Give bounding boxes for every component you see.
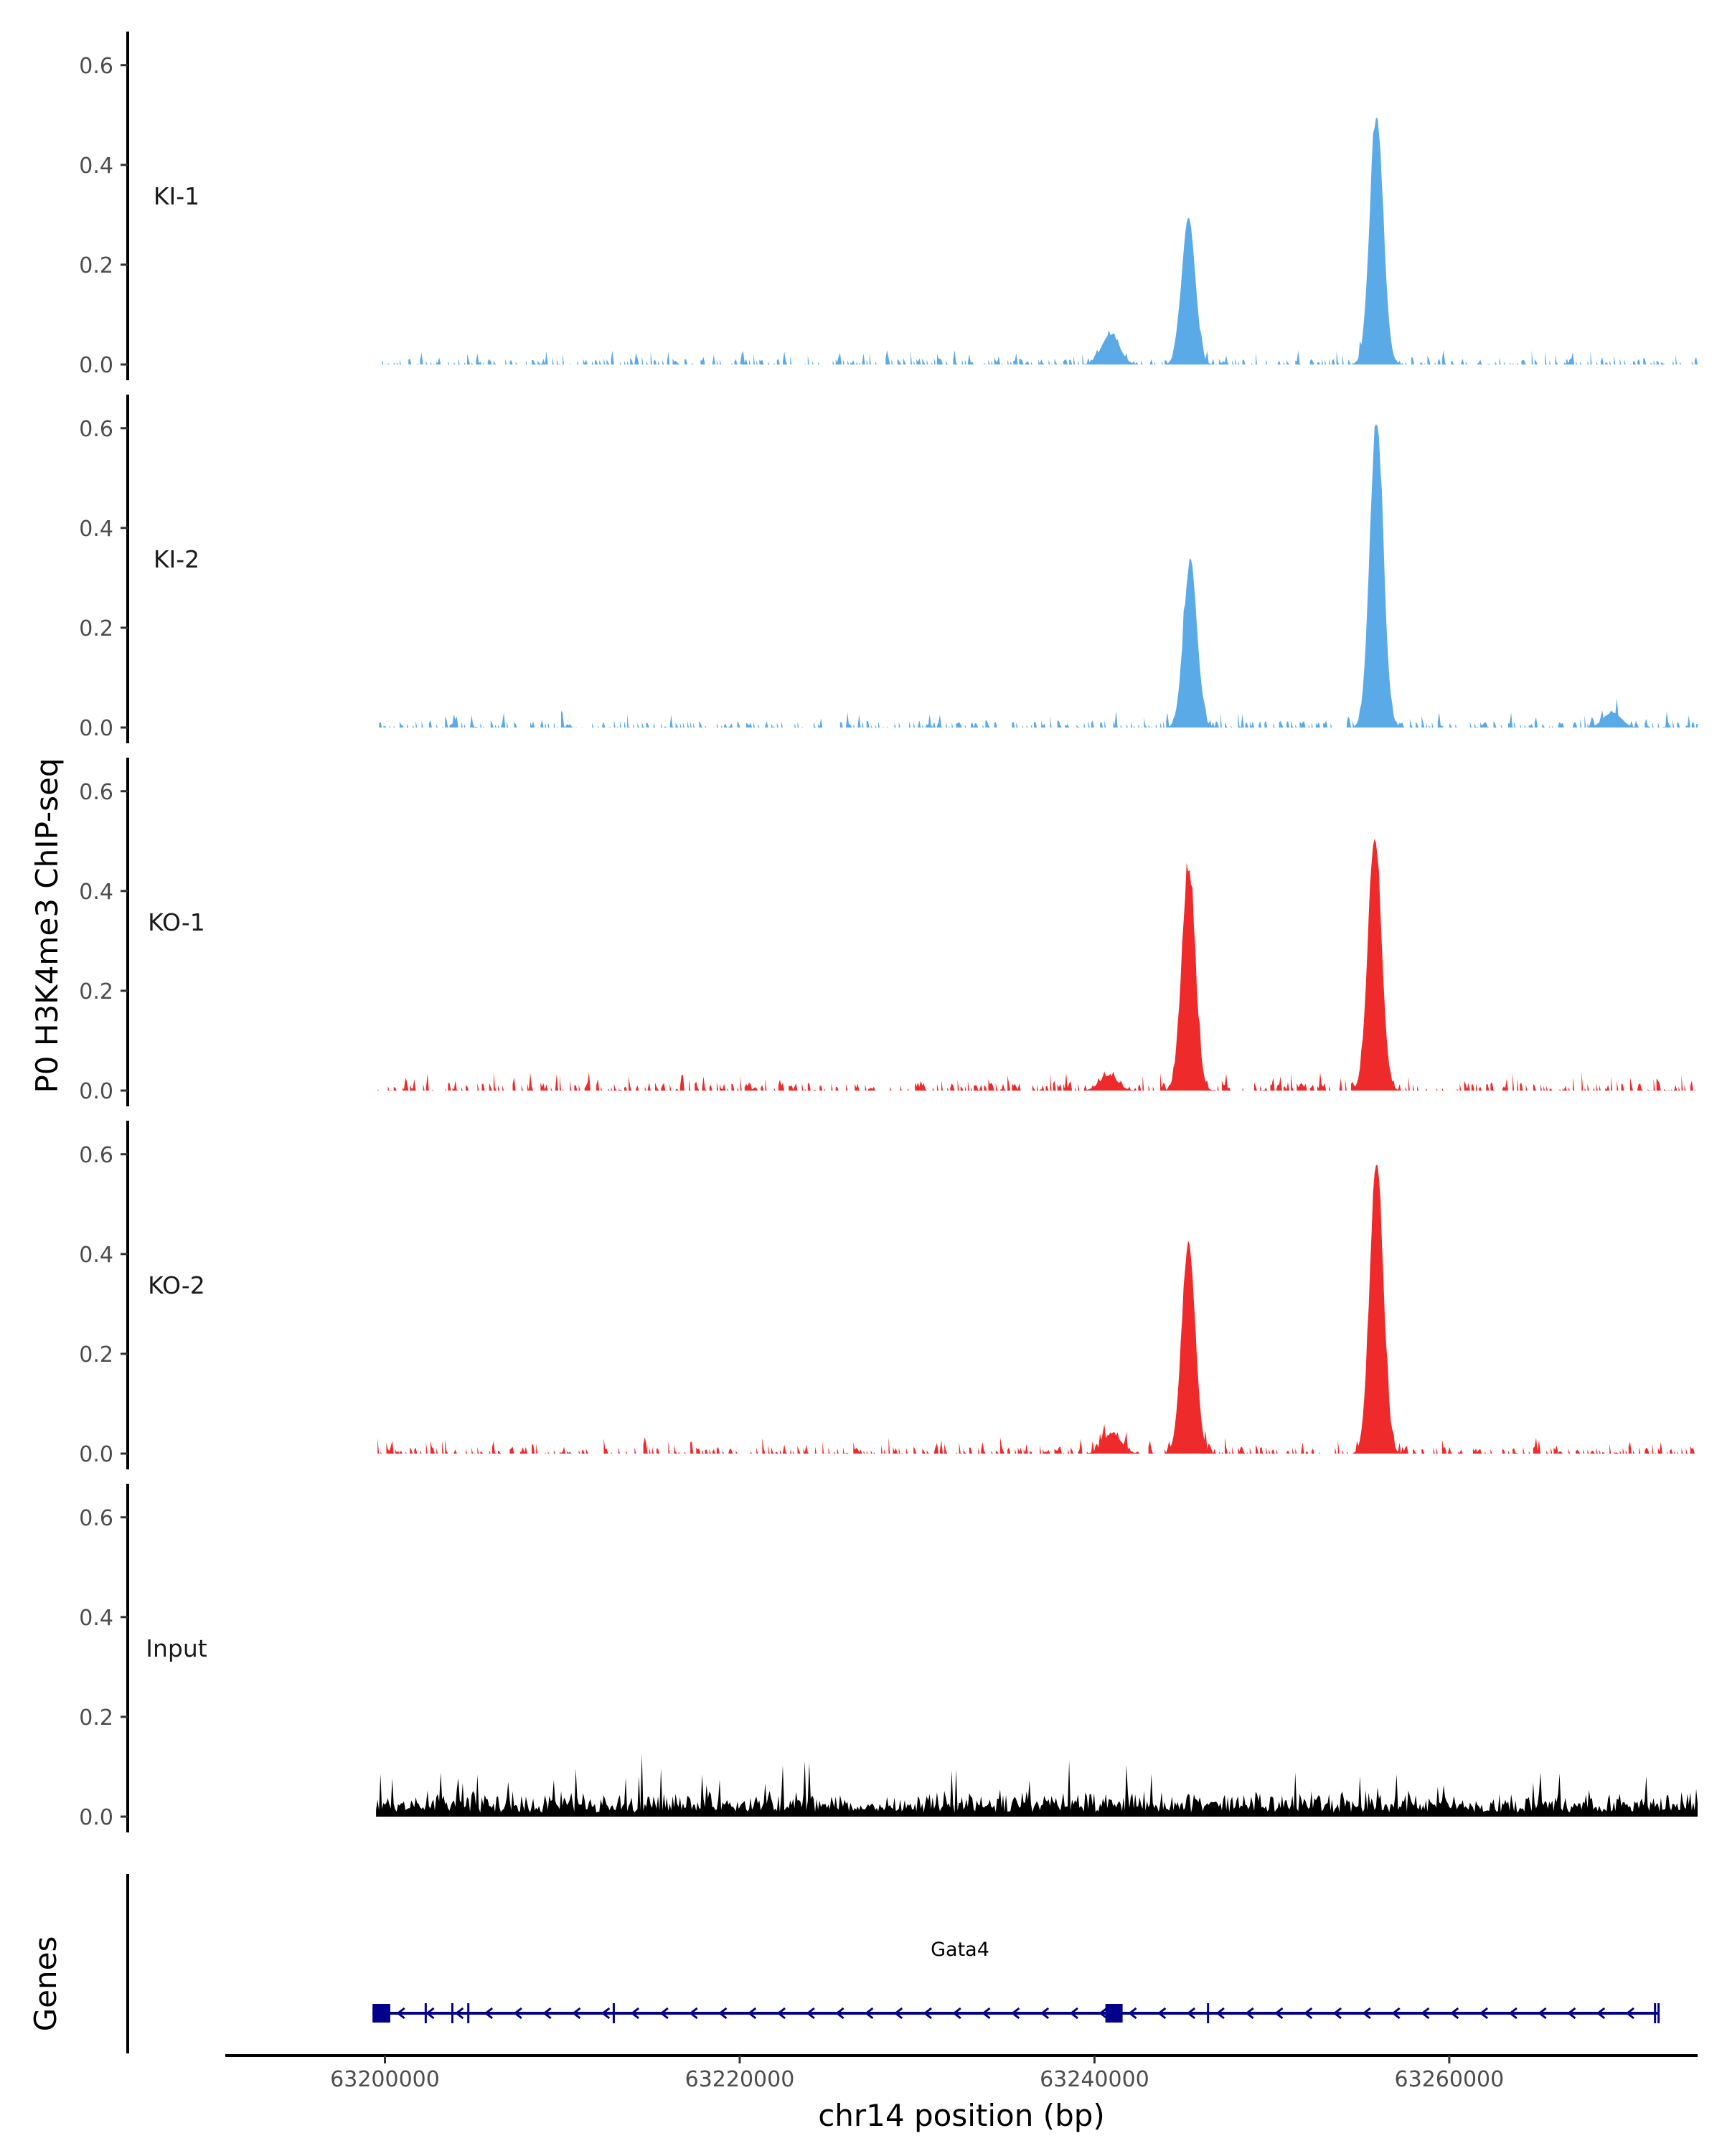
strand-arrow bbox=[454, 2007, 464, 2020]
strand-arrow bbox=[659, 2007, 669, 2020]
y-tick-label: 0.0 bbox=[79, 1805, 113, 1830]
x-axis-title: chr14 position (bp) bbox=[818, 2098, 1105, 2133]
track-panel-input: 0.0 0.2 0.4 0.6 Input bbox=[79, 1484, 1698, 1832]
strand-arrow bbox=[776, 2007, 786, 2020]
genes-panel-title: Genes bbox=[28, 1936, 63, 2032]
strand-arrow bbox=[542, 2007, 552, 2020]
strand-arrow bbox=[718, 2007, 728, 2020]
track-label: Input bbox=[146, 1634, 207, 1662]
signal-area-ki-2 bbox=[379, 424, 1698, 728]
y-tick-label: 0.4 bbox=[79, 880, 113, 905]
y-tick-label: 0.4 bbox=[79, 1606, 113, 1631]
x-tick-label: 63260000 bbox=[1395, 2067, 1505, 2092]
strand-arrow bbox=[1010, 2007, 1020, 2020]
strand-arrow bbox=[806, 2007, 815, 2020]
x-tick-label: 63200000 bbox=[330, 2067, 440, 2092]
strand-arrow bbox=[1128, 2007, 1137, 2020]
strand-arrow bbox=[630, 2007, 640, 2020]
y-tick-label: 0.2 bbox=[79, 1705, 113, 1731]
strand-arrow bbox=[1186, 2007, 1196, 2020]
strand-arrow bbox=[1479, 2007, 1489, 2020]
strand-arrow bbox=[1303, 2007, 1313, 2020]
y-tick-label: 0.2 bbox=[79, 979, 113, 1004]
track-panel-ki-1: 0.0 0.2 0.4 0.6 KI-1 bbox=[79, 32, 1698, 380]
strand-arrow bbox=[835, 2007, 844, 2020]
strand-arrow bbox=[572, 2007, 581, 2020]
y-tick-label: 0.0 bbox=[79, 1442, 113, 1467]
strand-arrow bbox=[1157, 2007, 1167, 2020]
y-axis-title: P0 H3K4me3 ChIP-seq bbox=[29, 758, 65, 1093]
track-panel-ko-2: 0.0 0.2 0.4 0.6 KO-2 bbox=[79, 1121, 1695, 1469]
y-tick-label: 0.0 bbox=[79, 1079, 113, 1104]
strand-arrow bbox=[1567, 2007, 1576, 2020]
y-tick-label: 0.6 bbox=[79, 1506, 113, 1531]
signal-area-ko-1 bbox=[377, 839, 1698, 1091]
strand-arrow bbox=[1538, 2007, 1547, 2020]
strand-arrow bbox=[1040, 2007, 1050, 2020]
strand-arrow bbox=[689, 2007, 698, 2020]
track-label: KO-2 bbox=[148, 1271, 205, 1299]
x-tick-label: 63220000 bbox=[685, 2067, 795, 2092]
strand-arrow bbox=[513, 2007, 522, 2020]
signal-area-ko-2 bbox=[377, 1164, 1695, 1454]
strand-arrow bbox=[1391, 2007, 1401, 2020]
track-panel-ko-1: 0.0 0.2 0.4 0.6 KO-1 bbox=[79, 758, 1698, 1106]
track-label: KI-2 bbox=[154, 545, 199, 573]
x-tick-label: 63240000 bbox=[1040, 2067, 1149, 2092]
strand-arrow bbox=[1332, 2007, 1342, 2020]
y-tick-label: 0.4 bbox=[79, 1243, 113, 1268]
strand-arrow bbox=[1215, 2007, 1225, 2020]
y-tick-label: 0.2 bbox=[79, 1342, 113, 1367]
strand-arrow bbox=[1421, 2007, 1430, 2020]
strand-arrow bbox=[982, 2007, 991, 2020]
y-tick-label: 0.2 bbox=[79, 616, 113, 641]
y-tick-label: 0.6 bbox=[79, 780, 113, 805]
strand-arrow bbox=[1362, 2007, 1371, 2020]
strand-arrow bbox=[747, 2007, 757, 2020]
strand-arrow bbox=[1098, 2007, 1108, 2020]
track-panel-ki-2: 0.0 0.2 0.4 0.6 KI-2 bbox=[79, 395, 1698, 743]
y-tick-label: 0.6 bbox=[79, 417, 113, 442]
strand-arrow bbox=[1449, 2007, 1459, 2020]
gene-exon-start bbox=[1105, 2004, 1123, 2023]
y-tick-label: 0.4 bbox=[79, 517, 113, 542]
y-tick-label: 0.6 bbox=[79, 54, 113, 79]
track-label: KI-1 bbox=[154, 182, 199, 210]
strand-arrow bbox=[893, 2007, 903, 2020]
gene-name-label: Gata4 bbox=[931, 1939, 989, 1961]
strand-arrow bbox=[1069, 2007, 1078, 2020]
y-tick-label: 0.0 bbox=[79, 716, 113, 741]
strand-arrow bbox=[396, 2007, 405, 2020]
strand-arrow bbox=[1245, 2007, 1254, 2020]
strand-arrow bbox=[1508, 2007, 1518, 2020]
strand-arrow bbox=[1625, 2007, 1634, 2020]
y-tick-label: 0.0 bbox=[79, 353, 113, 378]
strand-arrow bbox=[923, 2007, 932, 2020]
track-label: KO-1 bbox=[148, 908, 205, 936]
strand-arrow bbox=[601, 2007, 611, 2020]
strand-arrow bbox=[425, 2007, 435, 2020]
strand-arrow bbox=[484, 2007, 494, 2020]
y-tick-label: 0.6 bbox=[79, 1143, 113, 1168]
y-tick-label: 0.4 bbox=[79, 154, 113, 179]
strand-arrow bbox=[1596, 2007, 1606, 2020]
signal-area-input bbox=[376, 1753, 1698, 1817]
strand-arrow bbox=[1274, 2007, 1284, 2020]
strand-arrow bbox=[864, 2007, 874, 2020]
y-tick-label: 0.2 bbox=[79, 253, 113, 278]
signal-area-ki-1 bbox=[382, 118, 1698, 365]
gene-exon-utr bbox=[372, 2004, 390, 2023]
strand-arrow bbox=[952, 2007, 961, 2020]
